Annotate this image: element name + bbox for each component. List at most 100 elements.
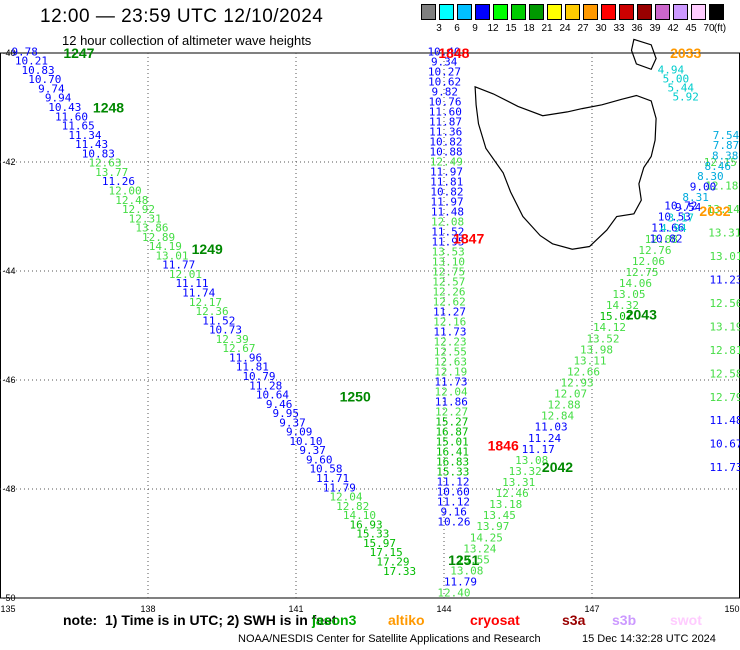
lat-tick-label: -46 bbox=[2, 375, 15, 385]
wave-height-label: 9.74 bbox=[38, 83, 65, 96]
wave-height-label: 14.19 bbox=[149, 240, 182, 253]
wave-height-label: 12.18 bbox=[705, 180, 738, 193]
lon-tick-label: 138 bbox=[140, 604, 155, 614]
wave-height-label: 3.17 bbox=[668, 212, 695, 225]
pass-number-label: 1247 bbox=[63, 45, 94, 61]
wave-height-label: 11.52 bbox=[202, 314, 235, 327]
wave-height-label: 11.60 bbox=[55, 110, 88, 123]
wave-height-label: 9.60 bbox=[306, 454, 333, 467]
track-2043: 12.15 12.18 13.14 13.31 13.01 11.23 12.56 13.19… bbox=[704, 156, 740, 474]
scale-swatch bbox=[493, 4, 508, 20]
wave-height-label: 16.41 bbox=[436, 446, 469, 459]
scale-swatch bbox=[475, 4, 490, 20]
wave-height-label: 9.82 bbox=[432, 85, 459, 98]
wave-height-label: 12.93 bbox=[561, 377, 594, 390]
wave-height-label: 12.36 bbox=[196, 305, 229, 318]
wave-height-label: 13.10 bbox=[432, 256, 465, 269]
wave-height-label: 12.15 bbox=[704, 156, 737, 169]
wave-height-label: 9.16 bbox=[440, 506, 467, 519]
pass-number-label: 2033 bbox=[670, 45, 701, 61]
wave-height-label: 11.96 bbox=[229, 351, 262, 364]
wave-height-label: 13.52 bbox=[586, 332, 619, 345]
scale-swatch bbox=[511, 4, 526, 20]
pass-number-label: 1251 bbox=[448, 552, 479, 568]
satellite-legend-swot: swot bbox=[670, 612, 702, 628]
wave-height-label: 13.14 bbox=[707, 203, 740, 216]
scale-value-label: 27 bbox=[577, 23, 589, 34]
wave-height-label: 11.27 bbox=[433, 306, 466, 319]
pass-number-label: 2042 bbox=[542, 459, 573, 475]
wave-height-label: 12.27 bbox=[435, 406, 468, 419]
scale-swatch bbox=[655, 4, 670, 20]
wave-height-label: 4.94 bbox=[658, 63, 685, 76]
wave-height-label: 12.63 bbox=[434, 356, 467, 369]
wave-height-label: 10.64 bbox=[256, 389, 289, 402]
tasmania-coastline bbox=[474, 85, 657, 250]
wave-height-label: 15.01 bbox=[436, 436, 469, 449]
wave-height-label: 11.26 bbox=[102, 175, 135, 188]
wave-height-label: 11.36 bbox=[429, 125, 462, 138]
lat-tick-label: -42 bbox=[2, 157, 15, 167]
pass-number-label: 1848 bbox=[438, 45, 469, 61]
wave-height-label: 10.53 bbox=[658, 211, 691, 224]
wave-height-label: 17.29 bbox=[376, 556, 409, 569]
pass-number-label: 2043 bbox=[626, 307, 657, 323]
wave-height-label: 13.08 bbox=[450, 564, 483, 577]
pass-number-label: 1250 bbox=[340, 388, 371, 404]
wave-height-label: 12.48 bbox=[115, 194, 148, 207]
wave-height-label: 13.32 bbox=[509, 465, 542, 478]
wave-height-label: 14.10 bbox=[343, 509, 376, 522]
wave-height-label: 5.92 bbox=[672, 91, 699, 104]
wave-height-label: 12.75 bbox=[625, 266, 658, 279]
wave-height-label: 13.97 bbox=[476, 520, 509, 533]
wave-height-label: 11.95 bbox=[431, 236, 464, 249]
wave-height-label: 11.79 bbox=[323, 481, 356, 494]
track-1848: 10.409.3410.2710.629.8210.7611.6011.8711… bbox=[427, 45, 470, 528]
lon-tick-label: 144 bbox=[436, 604, 451, 614]
wave-height-label: 13.08 bbox=[515, 454, 548, 467]
satellite-legend-altiko: altiko bbox=[388, 612, 425, 628]
wave-height-label: 10.82 bbox=[430, 186, 463, 199]
pass-number-label: 1249 bbox=[192, 241, 223, 257]
scale-value-label: 21 bbox=[541, 23, 553, 34]
wave-height-label: 9.37 bbox=[279, 416, 306, 429]
wave-height-label: 11.81 bbox=[236, 361, 269, 374]
wave-height-label: 14.06 bbox=[619, 277, 652, 290]
scale-value-label: 9 bbox=[472, 23, 478, 34]
wave-height-label: 10.60 bbox=[437, 486, 470, 499]
lon-tick-label: 150 bbox=[724, 604, 739, 614]
wave-height-label: 5.00 bbox=[663, 72, 690, 85]
wave-height-label: 15.07 bbox=[599, 310, 632, 323]
wave-height-label: 13.01 bbox=[709, 250, 740, 263]
scale-value-label: 6 bbox=[454, 23, 460, 34]
wave-height-label: 13.55 bbox=[457, 553, 490, 566]
wave-height-label: 12.63 bbox=[88, 157, 121, 170]
lat-tick-label: -48 bbox=[2, 484, 15, 494]
wave-height-label: 13.19 bbox=[709, 320, 740, 333]
wave-height-label: 14.32 bbox=[606, 299, 639, 312]
wave-height-label: 12.79 bbox=[709, 391, 740, 404]
wave-height-label: 12.04 bbox=[329, 491, 362, 504]
wave-height-label: 15.33 bbox=[356, 528, 389, 541]
wave-height-label: 17.33 bbox=[383, 565, 416, 578]
wave-height-label: 8.31 bbox=[682, 191, 709, 204]
scale-swatch bbox=[673, 4, 688, 20]
wave-height-label: 10.10 bbox=[289, 435, 322, 448]
wave-height-label: 7.54 bbox=[713, 129, 740, 142]
wave-height-label: 12.19 bbox=[434, 366, 467, 379]
wave-height-label: 11.34 bbox=[68, 129, 101, 142]
wave-height-label: 12.66 bbox=[567, 365, 600, 378]
wave-height-label: 12.23 bbox=[434, 336, 467, 349]
scale-swatch bbox=[529, 4, 544, 20]
scale-value-label: 39 bbox=[649, 23, 661, 34]
scale-value-label: 33 bbox=[613, 23, 625, 34]
lon-tick-label: 135 bbox=[0, 604, 15, 614]
wave-height-label: 11.11 bbox=[175, 277, 208, 290]
wave-height-label: 11.71 bbox=[316, 472, 349, 485]
wave-height-label: 9.95 bbox=[273, 407, 300, 420]
scale-value-label: 15 bbox=[505, 23, 517, 34]
wave-height-label: 9.37 bbox=[299, 444, 326, 457]
wave-height-label: 10.88 bbox=[430, 145, 463, 158]
